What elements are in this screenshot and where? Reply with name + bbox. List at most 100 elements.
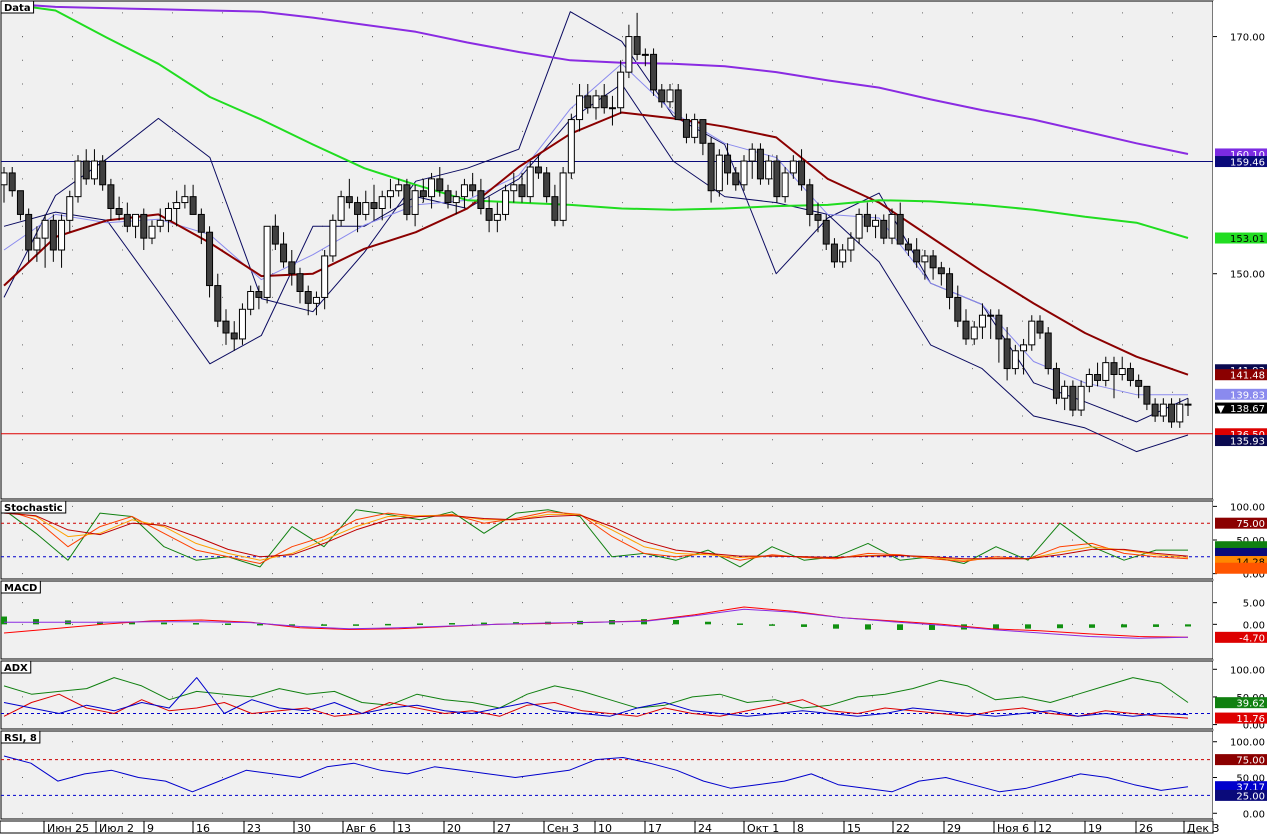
candle[interactable] [806,178,814,227]
candle[interactable] [724,143,732,185]
candle[interactable] [600,84,608,114]
candle[interactable] [1028,315,1036,351]
candle[interactable] [1061,380,1069,411]
candle[interactable] [518,172,526,203]
candle[interactable] [798,149,806,191]
candle[interactable] [576,84,584,132]
candle[interactable] [773,155,781,203]
candle[interactable] [946,267,954,310]
candle[interactable] [592,89,600,120]
candle[interactable] [1077,380,1085,416]
candle[interactable] [288,250,296,286]
candle[interactable] [230,321,238,351]
candle[interactable] [280,232,288,268]
candle[interactable] [173,190,181,227]
candle[interactable] [493,202,501,233]
candle[interactable] [608,95,616,126]
candle[interactable] [502,184,510,221]
candle[interactable] [1069,380,1077,416]
candle[interactable] [674,84,682,121]
candle[interactable] [896,202,904,245]
candle[interactable] [123,202,131,233]
candle[interactable] [748,143,756,179]
candle[interactable] [888,208,896,245]
candle[interactable] [1126,362,1134,387]
candle[interactable] [978,303,986,339]
candle[interactable] [485,196,493,233]
candle[interactable] [707,137,715,203]
candle[interactable] [1011,344,1019,375]
candle[interactable] [814,202,822,233]
candle[interactable] [1052,362,1060,405]
candle[interactable] [830,238,838,268]
candle[interactable] [863,202,871,233]
candle[interactable] [682,113,690,144]
candle[interactable] [460,178,468,209]
candle[interactable] [337,190,345,227]
candle[interactable] [822,214,830,250]
candle[interactable] [1036,315,1044,339]
candle[interactable] [370,184,378,221]
candle[interactable] [140,208,148,251]
candle[interactable] [90,149,98,185]
candle[interactable] [756,143,764,185]
candle[interactable] [526,161,534,203]
candle[interactable] [880,214,888,245]
candle[interactable] [469,172,477,197]
candle[interactable] [1118,356,1126,381]
candle[interactable] [222,309,230,345]
candle[interactable] [872,214,880,239]
candle[interactable] [378,190,386,221]
candle[interactable] [304,285,312,316]
candle[interactable] [436,167,444,197]
candle[interactable] [954,285,962,328]
candle[interactable] [238,303,246,345]
candle[interactable] [970,321,978,345]
candle[interactable] [1044,327,1052,375]
candle[interactable] [921,250,929,280]
candle[interactable] [929,250,937,280]
candle[interactable] [41,214,49,268]
candle[interactable] [625,24,633,79]
candle[interactable] [263,225,271,304]
candle[interactable] [312,291,320,316]
candle[interactable] [543,167,551,203]
candle[interactable] [1085,368,1093,393]
candle[interactable] [255,285,263,310]
candle[interactable] [386,178,394,209]
candle[interactable] [82,149,90,185]
candle[interactable] [789,155,797,179]
candle[interactable] [49,214,57,262]
candle[interactable] [189,184,197,215]
candle[interactable] [296,267,304,304]
candle[interactable] [25,208,33,262]
candle[interactable] [715,149,723,197]
candle[interactable] [617,60,625,114]
candle[interactable] [847,232,855,262]
candle[interactable] [740,155,748,191]
candle[interactable] [1159,398,1167,422]
candle[interactable] [115,196,123,221]
candle[interactable] [354,196,362,233]
candle[interactable] [132,213,140,239]
candle[interactable] [765,155,773,185]
candle[interactable] [107,178,115,221]
candle[interactable] [633,12,641,61]
candle[interactable] [567,113,575,179]
candle[interactable] [428,172,436,209]
candle[interactable] [362,190,370,221]
candle[interactable] [156,208,164,233]
candle[interactable] [691,113,699,144]
candle[interactable] [452,190,460,215]
candle[interactable] [937,261,945,286]
candle[interactable] [148,220,156,245]
candle[interactable] [904,238,912,256]
candle[interactable] [995,309,1003,363]
candle[interactable] [1102,356,1110,387]
candle[interactable] [913,238,921,268]
candle[interactable] [551,184,559,227]
candle[interactable] [197,208,205,245]
candle[interactable] [99,155,107,191]
candle[interactable] [699,119,707,156]
candle[interactable] [403,178,411,221]
